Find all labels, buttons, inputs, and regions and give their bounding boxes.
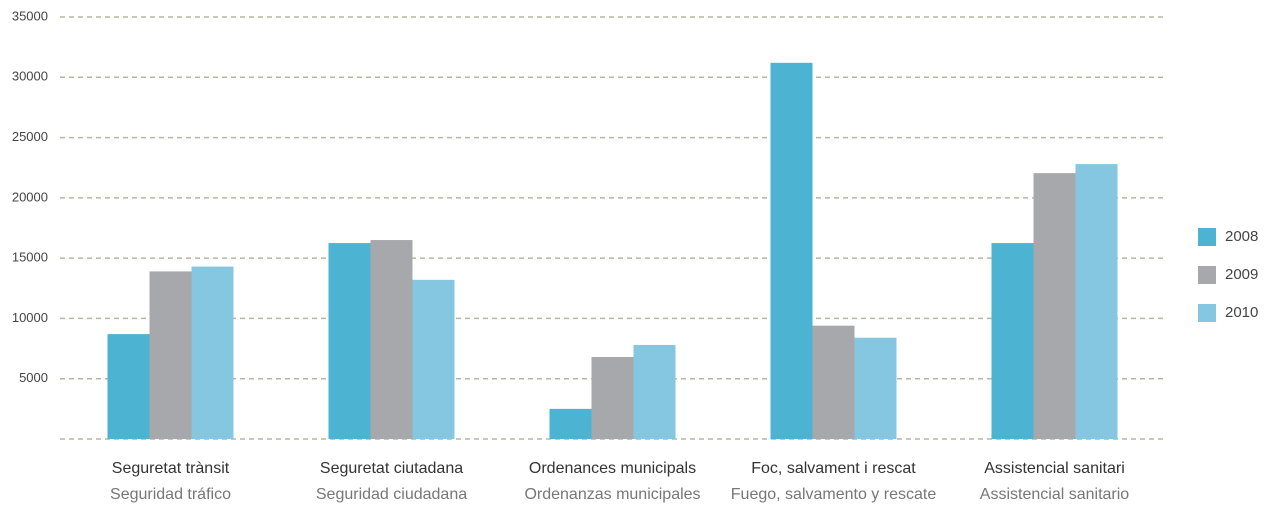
bar xyxy=(991,243,1034,439)
bar xyxy=(633,344,676,439)
bar xyxy=(591,357,634,439)
legend-label: 2008 xyxy=(1225,228,1258,245)
y-tick-label: 20000 xyxy=(12,189,48,204)
x-tick-sublabel: Fuego, salvamento y rescate xyxy=(731,486,937,503)
bar xyxy=(1075,164,1118,439)
bar xyxy=(770,62,813,440)
x-tick-label: Foc, salvament i rescat xyxy=(751,460,916,477)
x-tick-label: Ordenances municipals xyxy=(529,460,696,477)
legend-swatch xyxy=(1198,266,1216,284)
y-tick-label: 10000 xyxy=(12,310,48,325)
legend-swatch xyxy=(1198,228,1216,246)
bar xyxy=(370,240,413,439)
x-tick-label: Seguretat ciutadana xyxy=(320,460,463,477)
y-tick-label: 15000 xyxy=(12,250,48,265)
x-tick-label: Assistencial sanitari xyxy=(984,460,1125,477)
x-tick-sublabel: Ordenanzas municipales xyxy=(524,486,700,503)
bar xyxy=(854,337,897,439)
x-tick-sublabel: Seguridad ciudadana xyxy=(316,486,467,503)
bar xyxy=(549,408,592,439)
bar xyxy=(328,243,371,439)
y-tick-label: 5000 xyxy=(19,370,48,385)
x-tick-sublabel: Seguridad tráfico xyxy=(110,486,231,503)
bar xyxy=(191,266,234,439)
y-tick-label: 25000 xyxy=(12,129,48,144)
bar xyxy=(1033,173,1076,439)
y-tick-label: 30000 xyxy=(12,69,48,84)
bar xyxy=(412,279,455,439)
legend-label: 2009 xyxy=(1225,266,1258,283)
bar xyxy=(149,271,192,439)
legend-label: 2010 xyxy=(1225,304,1258,321)
y-tick-label: 35000 xyxy=(12,8,48,23)
bar xyxy=(107,334,150,439)
x-tick-label: Seguretat trànsit xyxy=(112,460,230,477)
bar xyxy=(812,325,855,439)
x-tick-sublabel: Assistencial sanitario xyxy=(980,486,1130,503)
legend-swatch xyxy=(1198,304,1216,322)
